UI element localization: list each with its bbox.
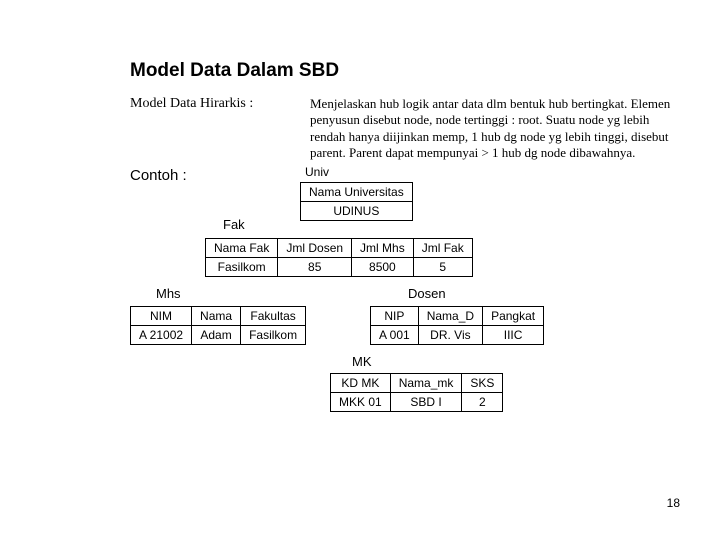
mk-label: MK: [352, 354, 372, 369]
table-header: Nama_mk: [390, 374, 462, 393]
description-text: Menjelaskan hub logik antar data dlm ben…: [290, 96, 680, 161]
table-header: Fakultas: [241, 307, 306, 326]
table-header: NIP: [371, 307, 419, 326]
page-number: 18: [667, 496, 680, 510]
table-cell: Adam: [192, 326, 241, 345]
slide-title: Model Data Dalam SBD: [130, 60, 680, 82]
hierarchy-label: Model Data Hirarkis :: [130, 96, 290, 112]
table-cell: MKK 01: [331, 393, 391, 412]
table-cell: 85: [278, 258, 352, 277]
table-header: Pangkat: [483, 307, 544, 326]
table-cell: Fasilkom: [241, 326, 306, 345]
mk-table: KD MK Nama_mk SKS MKK 01 SBD I 2: [330, 373, 503, 412]
table-header: SKS: [462, 374, 503, 393]
table-cell: DR. Vis: [418, 326, 482, 345]
table-cell: 5: [413, 258, 472, 277]
table-header: Nama Fak: [206, 239, 278, 258]
table-cell: 8500: [352, 258, 414, 277]
table-cell: A 21002: [131, 326, 192, 345]
fak-label: Fak: [223, 217, 245, 232]
table-header: Nama: [192, 307, 241, 326]
fak-table: Nama Fak Jml Dosen Jml Mhs Jml Fak Fasil…: [205, 238, 473, 277]
table-header: KD MK: [331, 374, 391, 393]
univ-table: Nama Universitas UDINUS: [300, 182, 413, 221]
table-cell: 2: [462, 393, 503, 412]
table-header: Nama_D: [418, 307, 482, 326]
table-cell: SBD I: [390, 393, 462, 412]
table-cell: A 001: [371, 326, 419, 345]
table-header: NIM: [131, 307, 192, 326]
table-header: Jml Dosen: [278, 239, 352, 258]
table-cell: UDINUS: [301, 202, 413, 221]
table-header: Jml Fak: [413, 239, 472, 258]
table-header: Nama Universitas: [301, 183, 413, 202]
dosen-table: NIP Nama_D Pangkat A 001 DR. Vis IIIC: [370, 306, 544, 345]
table-header: Jml Mhs: [352, 239, 414, 258]
mhs-label: Mhs: [156, 286, 181, 301]
dosen-label: Dosen: [408, 286, 446, 301]
table-cell: IIIC: [483, 326, 544, 345]
univ-label: Univ: [305, 165, 329, 179]
table-cell: Fasilkom: [206, 258, 278, 277]
mhs-table: NIM Nama Fakultas A 21002 Adam Fasilkom: [130, 306, 306, 345]
